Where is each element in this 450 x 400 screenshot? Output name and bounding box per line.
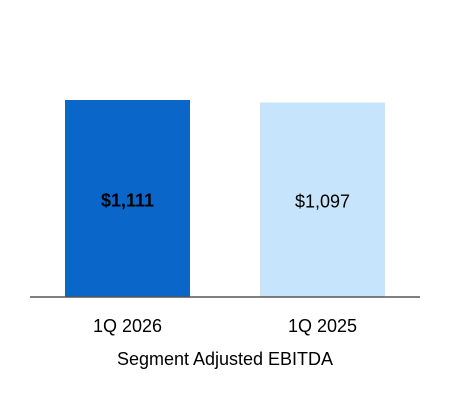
x-tick-label: 1Q 2026 (93, 316, 162, 336)
x-tick-label: 1Q 2025 (288, 316, 357, 336)
x-axis-title: Segment Adjusted EBITDA (117, 349, 333, 369)
bar (65, 100, 190, 297)
bar (260, 102, 385, 297)
data-label: $1,097 (295, 191, 350, 211)
data-label: $1,111 (101, 190, 154, 210)
